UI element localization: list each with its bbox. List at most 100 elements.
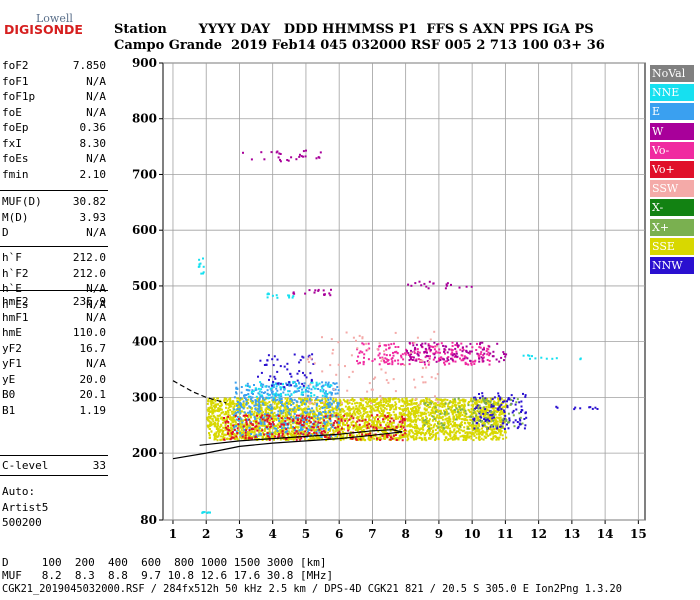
echo-point	[305, 418, 308, 421]
echo-point	[306, 398, 309, 401]
echo-point	[391, 421, 394, 424]
echo-point	[466, 357, 469, 360]
echo-point	[486, 427, 488, 430]
echo-point	[348, 414, 351, 417]
echo-point	[413, 438, 416, 441]
echo-point	[406, 407, 409, 410]
echo-point	[276, 423, 279, 426]
echo-point	[278, 406, 281, 409]
echo-point	[362, 363, 365, 366]
param-value: 235.9	[72, 295, 106, 308]
echo-point	[234, 425, 237, 428]
echo-point	[332, 397, 335, 400]
echo-point	[346, 401, 349, 404]
param-value: N/A	[86, 74, 106, 88]
param-value: 20.1	[79, 388, 107, 401]
echo-point	[433, 418, 436, 420]
echo-point	[273, 425, 276, 428]
echo-point	[337, 412, 340, 415]
echo-point	[497, 400, 500, 403]
echo-point	[384, 371, 387, 374]
echo-point	[257, 407, 260, 410]
echo-point	[263, 416, 266, 419]
echo-point	[345, 331, 348, 334]
echo-point	[472, 415, 475, 418]
param-row: foEs N/A	[2, 151, 106, 166]
x-tick-label: 2	[202, 527, 210, 541]
echo-point	[401, 421, 404, 424]
echo-point	[451, 412, 454, 415]
echo-point	[382, 418, 385, 421]
echo-point	[280, 386, 283, 389]
echo-point	[383, 353, 386, 356]
echo-point	[416, 434, 419, 437]
echo-point	[441, 426, 444, 429]
echo-point	[380, 401, 382, 404]
echo-point	[441, 415, 444, 418]
echo-point	[277, 156, 280, 159]
echo-point	[331, 415, 334, 418]
echo-point	[434, 433, 437, 436]
echo-point	[233, 396, 236, 399]
echo-point	[231, 401, 233, 404]
echo-point	[310, 381, 313, 384]
echo-point	[221, 431, 224, 434]
echo-point	[443, 348, 446, 351]
echo-point	[287, 430, 290, 433]
echo-point	[293, 416, 296, 419]
echo-point	[438, 348, 441, 351]
echo-point	[228, 438, 231, 440]
echo-point	[226, 438, 228, 440]
echo-point	[300, 393, 303, 396]
echo-point	[352, 406, 355, 409]
echo-point	[381, 397, 384, 400]
echo-point	[457, 424, 460, 427]
echo-point	[265, 438, 268, 441]
echo-point	[292, 438, 295, 441]
echo-point	[303, 403, 306, 406]
param-name: hmF1	[2, 310, 29, 324]
echo-point	[327, 431, 329, 434]
echo-point	[295, 430, 298, 433]
echo-point	[434, 352, 437, 354]
echo-point	[358, 423, 361, 426]
echo-point	[383, 436, 386, 439]
echo-point	[410, 420, 413, 423]
echo-point	[394, 417, 397, 420]
echo-point	[412, 426, 415, 429]
echo-point	[232, 400, 235, 403]
echo-point	[251, 437, 254, 440]
echo-point	[298, 387, 301, 389]
legend-item: NNW	[650, 257, 694, 274]
echo-point	[471, 413, 474, 416]
profile-trace	[392, 429, 403, 433]
param-name: h`E	[2, 282, 22, 295]
echo-point	[468, 401, 471, 403]
echo-point	[318, 428, 321, 431]
echo-point	[471, 431, 474, 434]
echo-point	[293, 381, 296, 384]
echo-point	[313, 431, 316, 434]
echo-point	[198, 263, 201, 266]
echo-point	[328, 409, 331, 412]
param-value: N/A	[86, 226, 106, 239]
echo-point	[298, 397, 301, 400]
echo-point	[292, 295, 295, 298]
echo-point	[497, 398, 500, 401]
echo-point	[315, 408, 318, 411]
param-name: fxI	[2, 136, 22, 150]
echo-point	[390, 343, 393, 346]
echo-point	[305, 422, 307, 425]
echo-point	[404, 409, 407, 411]
echo-point	[456, 342, 458, 345]
echo-point	[462, 439, 465, 441]
echo-point	[321, 437, 324, 440]
echo-point	[250, 428, 253, 430]
echo-point	[264, 427, 267, 430]
echo-point	[265, 436, 268, 439]
echo-point	[426, 417, 428, 420]
echo-point	[368, 382, 371, 385]
echo-point	[222, 411, 225, 414]
echo-point	[508, 398, 511, 401]
echo-point	[342, 398, 345, 401]
